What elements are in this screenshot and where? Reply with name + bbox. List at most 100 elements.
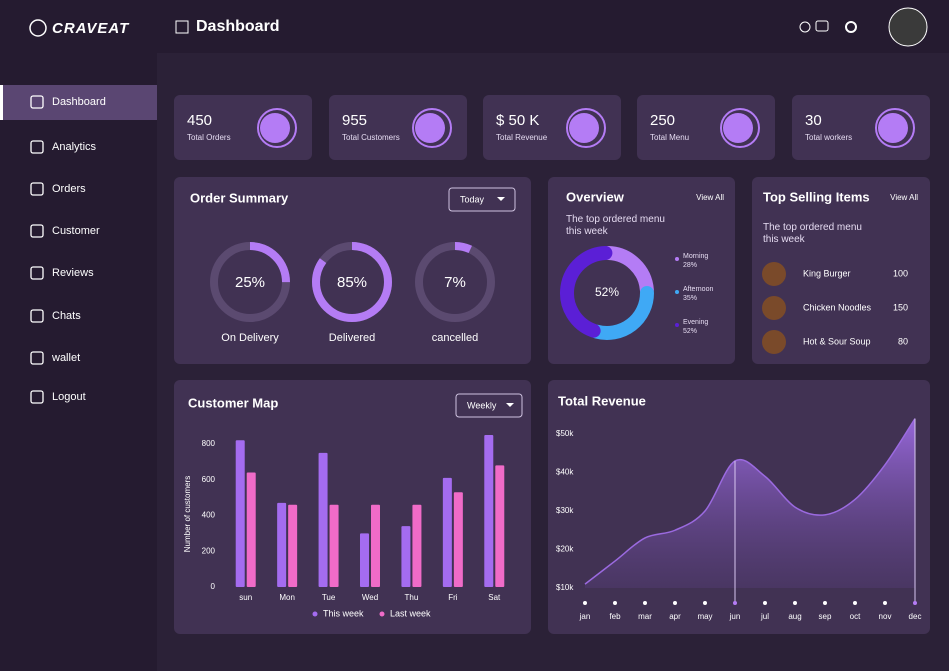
filter-dropdown[interactable] [448,187,516,212]
stat-icon-ring [257,108,297,148]
filter-dropdown[interactable] [455,393,523,418]
card [329,95,467,160]
x-dot [673,601,677,605]
nav-icon [30,140,44,154]
filter-label: Today [460,194,485,204]
x-dot [613,601,617,605]
x-tick-label: Mon [279,593,295,602]
avatar[interactable] [888,7,928,47]
legend-value: 28% [683,262,697,269]
x-tick-label: oct [850,612,861,621]
nav-icon [30,224,44,238]
card-title: Overview [566,189,625,204]
nav-item[interactable]: Orders [52,183,86,195]
x-tick-label: aug [788,612,801,621]
view-all[interactable]: View All [890,193,918,202]
stat-icon [569,113,599,143]
x-tick-label: dec [909,612,922,621]
legend-dot [675,323,679,327]
legend-dot [675,290,679,294]
x-dot [703,601,707,605]
nav-icon [30,182,44,196]
ring-caption: cancelled [432,332,478,344]
view-all[interactable]: View All [696,193,724,202]
donut-segment [560,246,613,338]
ring-label: 7% [444,274,466,291]
card [792,95,930,160]
ring-caption: Delivered [329,332,375,344]
card-title: Order Summary [190,190,289,205]
ring-arc [210,242,290,322]
brand-name: CRAVEAT [52,20,130,37]
bar [442,477,452,587]
dropdown-caret [497,197,505,201]
y-tick-label: 200 [202,546,216,555]
nav-item[interactable]: Logout [52,391,86,403]
settings-icon[interactable] [845,21,857,33]
stat-label: Total Orders [187,133,231,142]
stat-icon [723,113,753,143]
y-tick-label: $20k [556,545,574,554]
x-tick-label: Wed [362,593,378,602]
nav-active [0,85,157,120]
ring-arc [312,242,392,322]
x-dot [763,601,767,605]
stat-value: 250 [650,112,675,129]
bar [318,452,328,587]
stat-icon-ring [875,108,915,148]
y-axis-label: Number of customers [183,476,192,552]
y-tick-label: $50k [556,429,574,438]
legend-dot [312,611,318,617]
x-dot [883,601,887,605]
nav-item[interactable]: Dashboard [52,96,106,108]
stat-value: 30 [805,112,822,129]
nav-item[interactable]: Chats [52,310,81,322]
dropdown-caret [506,403,514,407]
page-title: Dashboard [196,18,280,35]
stat-label: Total Revenue [496,133,548,142]
x-dot [583,601,587,605]
x-tick-label: Sat [488,593,501,602]
card-title: Total Revenue [558,393,646,408]
ring-label: 85% [337,274,367,291]
stat-icon-ring [412,108,452,148]
legend-label: Morning [683,253,708,260]
bar [329,504,339,587]
x-tick-label: jul [760,612,769,621]
stat-label: Total Customers [342,133,400,142]
chat-icon[interactable] [815,20,829,32]
donut-segment [589,285,655,340]
card [752,177,930,364]
stat-icon [260,113,290,143]
x-tick-label: nov [879,612,892,621]
card-subtitle: The top ordered menu this week [566,214,665,237]
donut-segment [601,246,654,297]
bar [277,502,287,587]
stat-icon-ring [566,108,606,148]
legend-label: This week [323,608,364,618]
nav-item[interactable]: Reviews [52,267,94,279]
x-tick-label: apr [669,612,681,621]
x-dot [853,601,857,605]
nav-item[interactable]: Analytics [52,141,97,153]
food-image [762,330,786,354]
legend-value: 52% [683,328,697,335]
nav-item[interactable]: Customer [52,225,100,237]
legend-dot [379,611,385,617]
nav-icon [30,266,44,280]
x-tick-label: Thu [405,593,419,602]
stat-icon-ring [720,108,760,148]
donut-center-label: 52% [595,285,619,299]
nav-item[interactable]: wallet [51,352,80,364]
x-dot [913,601,917,605]
stat-icon [415,113,445,143]
filter-label: Weekly [467,400,497,410]
bell-icon[interactable] [799,21,811,33]
stat-value: 955 [342,112,367,129]
x-dot [643,601,647,605]
bar [371,504,380,587]
nav-icon [30,309,44,323]
item-count: 80 [898,336,908,346]
y-tick-label: $40k [556,468,574,477]
